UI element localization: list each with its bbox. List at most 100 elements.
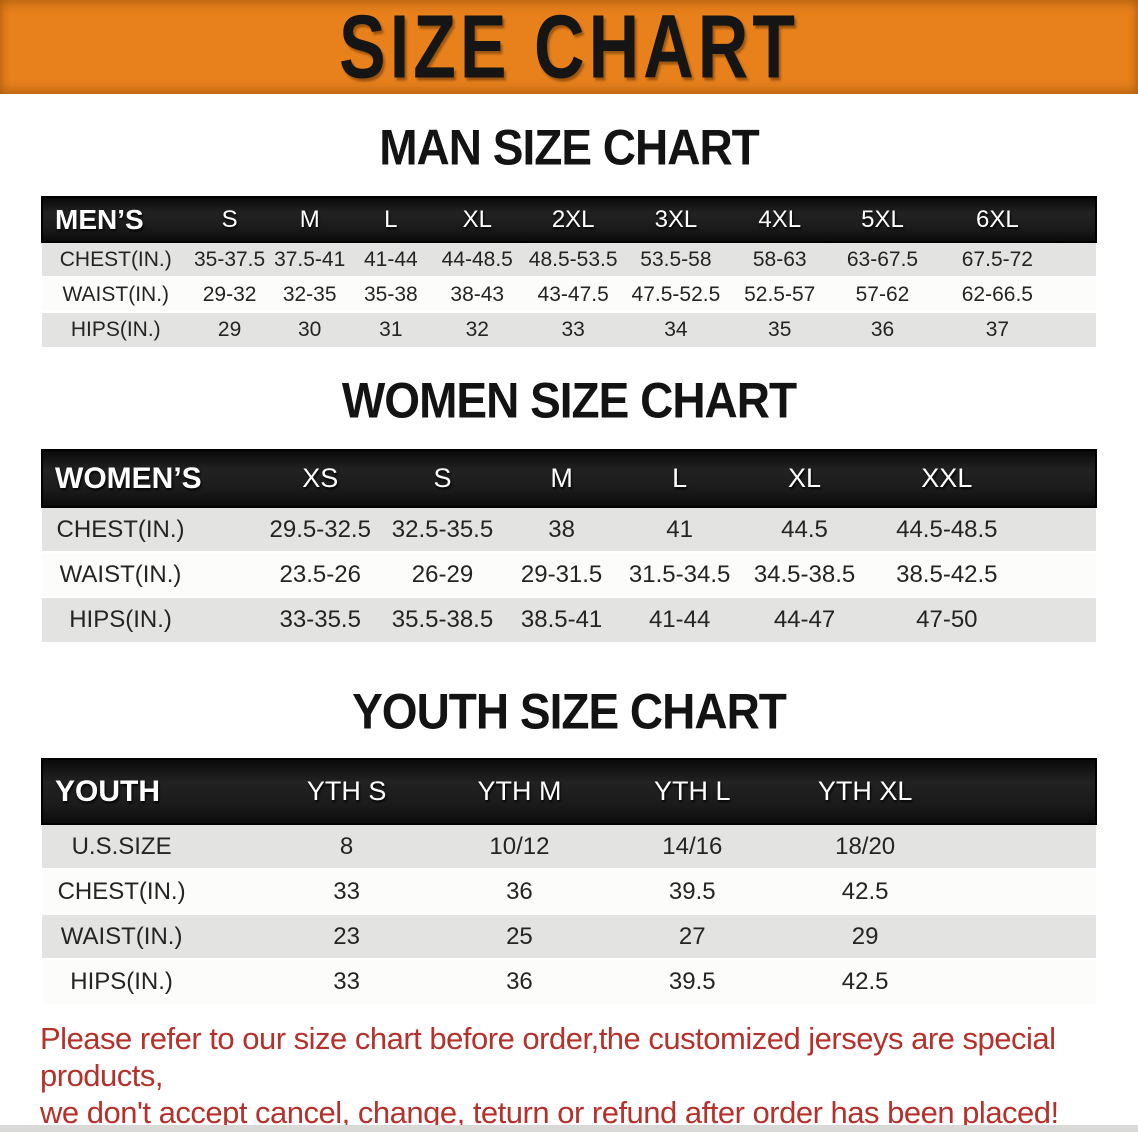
value-cell: 44-48.5 xyxy=(431,241,523,277)
men-waist-row: WAIST(IN.) 29-32 32-35 35-38 38-43 43-47… xyxy=(42,276,1096,312)
spacer-cell xyxy=(951,758,1098,825)
value-cell: 29-31.5 xyxy=(502,551,621,597)
women-header-label: WOMEN’S xyxy=(40,449,259,508)
value-cell: 34 xyxy=(623,311,729,347)
spacer-cell xyxy=(951,913,1096,959)
value-cell: 58-63 xyxy=(728,241,832,277)
value-cell: 31 xyxy=(349,311,432,347)
value-cell: 35.5-38.5 xyxy=(382,596,503,642)
disclaimer-note: Please refer to our size chart before or… xyxy=(0,1020,1138,1131)
value-cell: 41-44 xyxy=(349,241,432,277)
row-label: CHEST(IN.) xyxy=(42,868,261,914)
value-cell: 29 xyxy=(778,913,952,959)
value-cell: 23.5-26 xyxy=(258,551,383,597)
youth-size-col: YTH S xyxy=(260,758,434,825)
youth-ussize-row: U.S.SIZE 8 10/12 14/16 18/20 xyxy=(42,823,1096,869)
spacer-cell xyxy=(1061,311,1096,347)
spacer-cell xyxy=(1023,551,1096,597)
value-cell: 48.5-53.5 xyxy=(522,241,624,277)
value-cell: 32-35 xyxy=(269,276,350,312)
row-label: HIPS(IN.) xyxy=(42,311,190,347)
men-header-row: MEN’S S M L XL 2XL 3XL 4XL 5XL 6XL xyxy=(41,196,1097,243)
value-cell: 62-66.5 xyxy=(933,276,1062,312)
value-cell: 33 xyxy=(260,868,434,914)
men-size-col: 6XL xyxy=(933,196,1062,243)
women-size-col: XL xyxy=(738,449,871,508)
youth-hips-row: HIPS(IN.) 33 36 39.5 42.5 xyxy=(42,958,1096,1004)
value-cell: 39.5 xyxy=(605,868,779,914)
women-section-heading-text: WOMEN SIZE CHART xyxy=(341,371,797,429)
value-cell: 23 xyxy=(260,913,434,959)
row-label: U.S.SIZE xyxy=(42,823,261,869)
value-cell: 42.5 xyxy=(778,958,952,1004)
men-size-table: MEN’S S M L XL 2XL 3XL 4XL 5XL 6XL CHEST… xyxy=(41,196,1097,347)
value-cell: 38.5-41 xyxy=(502,596,621,642)
value-cell: 26-29 xyxy=(382,551,503,597)
value-cell: 57-62 xyxy=(831,276,934,312)
men-size-col: 5XL xyxy=(831,196,934,243)
men-hips-row: HIPS(IN.) 29 30 31 32 33 34 35 36 37 xyxy=(42,311,1096,347)
men-size-col: 4XL xyxy=(728,196,832,243)
spacer-cell xyxy=(1023,596,1096,642)
women-header-row: WOMEN’S XS S M L XL XXL xyxy=(40,449,1097,508)
men-size-col: M xyxy=(269,196,350,243)
youth-section-heading-text: YOUTH SIZE CHART xyxy=(352,682,787,740)
value-cell: 41 xyxy=(620,506,739,552)
value-cell: 36 xyxy=(831,311,934,347)
value-cell: 31.5-34.5 xyxy=(620,551,739,597)
spacer-cell xyxy=(1023,449,1097,508)
value-cell: 33 xyxy=(260,958,434,1004)
women-size-col: S xyxy=(382,449,503,508)
women-chest-row: CHEST(IN.) 29.5-32.5 32.5-35.5 38 41 44.… xyxy=(42,506,1096,552)
spacer-cell xyxy=(1061,241,1096,277)
women-section-heading: WOMEN SIZE CHART xyxy=(0,371,1138,429)
youth-waist-row: WAIST(IN.) 23 25 27 29 xyxy=(42,913,1096,959)
value-cell: 35-37.5 xyxy=(189,241,270,277)
women-size-table: WOMEN’S XS S M L XL XXL CHEST(IN.) 29.5-… xyxy=(40,449,1097,642)
value-cell: 44.5 xyxy=(738,506,871,552)
value-cell: 27 xyxy=(605,913,779,959)
value-cell: 18/20 xyxy=(778,823,952,869)
value-cell: 36 xyxy=(433,868,606,914)
youth-size-table: YOUTH YTH S YTH M YTH L YTH XL U.S.SIZE … xyxy=(40,758,1098,1004)
value-cell: 47.5-52.5 xyxy=(623,276,729,312)
women-waist-row: WAIST(IN.) 23.5-26 26-29 29-31.5 31.5-34… xyxy=(42,551,1096,597)
women-size-col: XXL xyxy=(870,449,1024,508)
value-cell: 39.5 xyxy=(605,958,779,1004)
spacer-cell xyxy=(951,823,1096,869)
youth-header-label: YOUTH xyxy=(40,758,261,825)
disclaimer-line-1: Please refer to our size chart before or… xyxy=(40,1021,1056,1093)
women-size-col: M xyxy=(502,449,621,508)
row-label: WAIST(IN.) xyxy=(42,913,261,959)
youth-header-row: YOUTH YTH S YTH M YTH L YTH XL xyxy=(40,758,1098,825)
men-size-col: 2XL xyxy=(522,196,624,243)
men-size-col: S xyxy=(189,196,270,243)
men-chest-row: CHEST(IN.) 35-37.5 37.5-41 41-44 44-48.5… xyxy=(42,241,1096,277)
value-cell: 38-43 xyxy=(431,276,523,312)
row-label: HIPS(IN.) xyxy=(42,596,259,642)
row-label: CHEST(IN.) xyxy=(42,506,259,552)
row-label: CHEST(IN.) xyxy=(42,241,190,277)
value-cell: 37.5-41 xyxy=(269,241,350,277)
value-cell: 41-44 xyxy=(620,596,739,642)
value-cell: 29-32 xyxy=(189,276,270,312)
value-cell: 44-47 xyxy=(738,596,871,642)
men-size-col: XL xyxy=(431,196,523,243)
women-size-col: L xyxy=(620,449,739,508)
value-cell: 33-35.5 xyxy=(258,596,383,642)
spacer-cell xyxy=(951,958,1096,1004)
value-cell: 63-67.5 xyxy=(831,241,934,277)
value-cell: 47-50 xyxy=(870,596,1024,642)
value-cell: 67.5-72 xyxy=(933,241,1062,277)
value-cell: 14/16 xyxy=(605,823,779,869)
bottom-edge-strip xyxy=(0,1125,1138,1132)
youth-chest-row: CHEST(IN.) 33 36 39.5 42.5 xyxy=(42,868,1096,914)
value-cell: 43-47.5 xyxy=(522,276,624,312)
men-size-col: 3XL xyxy=(623,196,729,243)
spacer-cell xyxy=(1061,196,1097,243)
men-header-label: MEN’S xyxy=(41,196,190,243)
men-size-col: L xyxy=(349,196,432,243)
value-cell: 32 xyxy=(431,311,523,347)
value-cell: 30 xyxy=(269,311,350,347)
value-cell: 33 xyxy=(522,311,624,347)
